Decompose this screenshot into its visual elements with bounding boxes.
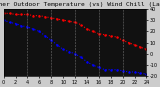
Title: Milwaukee Weather Outdoor Temperature (vs) Wind Chill (Last 24 Hours): Milwaukee Weather Outdoor Temperature (v… (0, 2, 160, 7)
